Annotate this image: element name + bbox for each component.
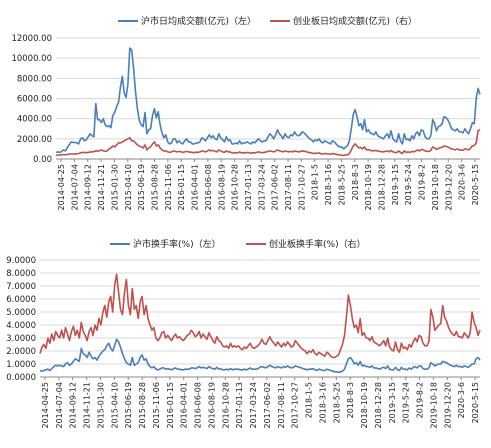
- x-tick-label: 2019-8-2: [416, 382, 425, 418]
- y-tick-label: 8.0000: [6, 269, 36, 279]
- x-tick-label: 2015-01-30: [110, 164, 119, 211]
- x-tick-label: 2016-04-01: [191, 164, 200, 211]
- x-tick-label: 2019-5-24: [404, 164, 413, 205]
- y-tick-label: 9.0000: [6, 256, 36, 266]
- x-tick-label: 2014-09-12: [84, 164, 93, 211]
- x-tick-label: 2019-3-15: [391, 164, 400, 205]
- y-tick-label: 2.0000: [6, 347, 36, 357]
- y-tick-label: 0.0000: [6, 373, 36, 383]
- series-line-1: [39, 338, 481, 374]
- x-tick-label: 2017-10-27: [297, 164, 306, 211]
- x-tick-label: 2016-01-15: [166, 382, 175, 429]
- x-tick-label: 2020-3-6: [458, 164, 467, 200]
- x-tick-label: 2018-1-5: [305, 382, 314, 418]
- x-tick-label: 2018-12-28: [378, 164, 387, 211]
- y-tick-label: 6000.00: [17, 95, 52, 105]
- x-tick-label: 2017-06-02: [271, 164, 280, 211]
- x-tick-label: 2018-1-5: [311, 164, 320, 200]
- legend-label: 创业板换手率(%)（右）: [269, 238, 366, 250]
- x-tick-label: 2016-10-28: [221, 382, 230, 429]
- x-tick-label: 2015-11-06: [152, 382, 161, 429]
- x-tick-label: 2015-01-30: [96, 382, 105, 429]
- x-tick-label: 2018-8-3: [346, 382, 355, 418]
- x-tick-label: 2020-5-15: [471, 164, 480, 205]
- x-tick-label: 2016-08-19: [207, 382, 216, 429]
- x-tick-label: 2014-11-21: [97, 164, 106, 211]
- x-tick-label: 2016-06-08: [194, 382, 203, 429]
- x-tick-label: 2014-04-25: [57, 164, 66, 211]
- x-tick-label: 2016-04-01: [180, 382, 189, 429]
- chart-turnover-amount: 0.00 2000.00 4000.00 6000.00 8000.00 10000.00…: [11, 15, 481, 211]
- legend-label: 创业板日均成交额(亿元)（右）: [293, 15, 417, 27]
- x-tick-label: 2015-06-19: [137, 164, 146, 211]
- x-tick-label: 2019-8-2: [418, 164, 427, 200]
- x-tick-label: 2015-04-10: [124, 164, 133, 211]
- x-tick-label: 2018-5-25: [332, 382, 341, 423]
- x-tick-label: 2014-04-25: [41, 382, 50, 429]
- chart-panel-turnover-rate: 0.0000 1.0000 2.0000 3.0000 4.0000 5.0000 6.00…: [0, 222, 491, 444]
- x-tick-label: 2018-3-16: [318, 382, 327, 423]
- x-tick-label: 2019-3-15: [388, 382, 397, 423]
- y-tick-label: 7.0000: [6, 282, 36, 292]
- series-line-2: [39, 273, 481, 359]
- x-tick-label: 2019-5-24: [402, 382, 411, 423]
- x-tick-label: 2014-07-04: [55, 382, 64, 429]
- x-tick-label: 2017-03-24: [249, 382, 258, 429]
- x-tick-label: 2018-8-3: [351, 164, 360, 200]
- legend-label: 沪市换手率(%)（左）: [133, 238, 221, 250]
- x-tick-label: 2018-10-19: [364, 164, 373, 211]
- x-tick-label: 2017-03-24: [257, 164, 266, 211]
- x-tick-label: 2014-07-04: [70, 164, 79, 211]
- x-tick-label: 2015-08-28: [138, 382, 147, 429]
- x-tick-label: 2016-10-28: [231, 164, 240, 211]
- x-tick-label: 2017-01-13: [235, 382, 244, 429]
- x-tick-label: 2016-01-15: [177, 164, 186, 211]
- chart-turnover-rate: 0.0000 1.0000 2.0000 3.0000 4.0000 5.0000 6.00…: [6, 238, 481, 429]
- x-tick-label: 2016-08-19: [217, 164, 226, 211]
- x-tick-label: 2019-10-18: [429, 382, 438, 429]
- legend-label: 沪市日均成交额(亿元)（左）: [141, 15, 256, 27]
- x-tick-label: 2018-5-25: [337, 164, 346, 205]
- x-tick-label: 2019-12-20: [443, 382, 452, 429]
- x-tick-label: 2014-11-21: [83, 382, 92, 429]
- series-line-2: [55, 129, 481, 157]
- x-tick-label: 2020-5-15: [471, 382, 480, 423]
- y-tick-label: 4.0000: [6, 321, 36, 331]
- y-tick-label: 4000.00: [17, 115, 52, 125]
- x-tick-label: 2015-04-10: [110, 382, 119, 429]
- x-tick-label: 2019-10-18: [431, 164, 440, 211]
- x-tick-label: 2015-08-28: [150, 164, 159, 211]
- x-tick-label: 2018-3-16: [324, 164, 333, 205]
- y-tick-label: 0.00: [33, 155, 52, 165]
- y-tick-label: 8000.00: [17, 74, 52, 84]
- y-tick-label: 6.0000: [6, 295, 36, 305]
- y-tick-label: 3.0000: [6, 334, 36, 344]
- x-tick-label: 2017-08-11: [277, 382, 286, 429]
- x-tick-label: 2019-12-20: [444, 164, 453, 211]
- x-tick-label: 2016-06-08: [204, 164, 213, 211]
- y-tick-label: 10000.00: [11, 54, 52, 64]
- x-tick-label: 2017-10-27: [291, 382, 300, 429]
- series-line-1: [55, 47, 481, 154]
- x-tick-label: 2015-11-06: [164, 164, 173, 211]
- y-tick-label: 2000.00: [17, 135, 52, 145]
- y-tick-label: 5.0000: [6, 308, 36, 318]
- x-tick-label: 2020-3-6: [457, 382, 466, 418]
- x-tick-label: 2014-09-12: [69, 382, 78, 429]
- x-tick-label: 2015-06-19: [124, 382, 133, 429]
- y-tick-label: 12000.00: [11, 34, 52, 44]
- x-tick-label: 2018-12-28: [374, 382, 383, 429]
- x-tick-label: 2017-06-02: [263, 382, 272, 429]
- y-tick-label: 1.0000: [6, 360, 36, 370]
- chart-panel-turnover-amount: 0.00 2000.00 4000.00 6000.00 8000.00 10000.00…: [0, 0, 491, 222]
- x-tick-label: 2017-01-13: [244, 164, 253, 211]
- x-tick-label: 2018-10-19: [360, 382, 369, 429]
- x-tick-label: 2017-08-11: [284, 164, 293, 211]
